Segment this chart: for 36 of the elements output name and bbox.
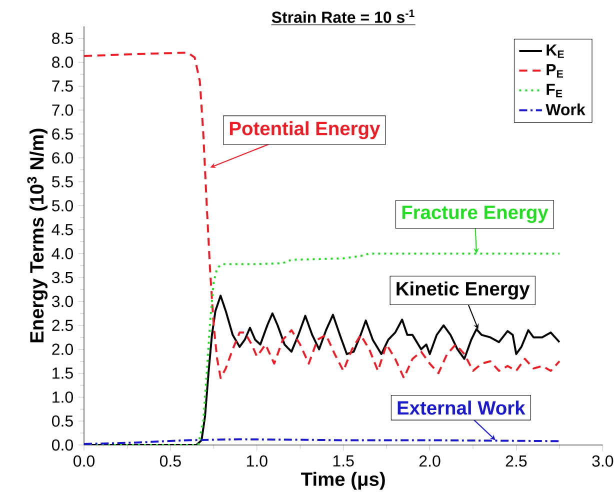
x-tick-label: 1.5 [333,455,354,467]
y-tick-label: 0.5 [52,415,73,427]
y-tick-label: 2.5 [52,320,73,332]
y-tick-label: 1.0 [52,391,73,403]
y-tick-label: 5.0 [52,200,73,212]
legend-label: F$_{E}$ [546,84,562,98]
y-tick-label: 3.0 [52,296,73,308]
x-tick-label: 2.0 [419,455,440,467]
x-tick-label: 1.0 [246,455,268,467]
legend-label: P$_{E}$ [546,64,564,78]
y-tick-label: 4.5 [52,224,73,236]
y-tick-label: 6.0 [52,152,73,164]
y-tick-label: 6.5 [52,128,73,140]
y-tick-label: 8.0 [52,56,73,68]
y-tick-label: 4.0 [52,248,73,260]
y-tick-label: 0.0 [52,439,73,451]
y-tick-label: 7.0 [52,104,73,116]
x-tick-label: 2.5 [506,455,527,467]
chart-title: Strain Rate = 10 s$^{-1}$ [272,10,414,23]
x-tick-label: 0.0 [74,455,95,467]
x-tick-label: 0.5 [160,455,181,467]
annotation: Potential Energy [230,121,380,140]
y-tick-label: 5.5 [52,176,73,188]
annotation: External Work [398,400,526,415]
y-tick-label: 1.5 [52,368,73,379]
y-tick-label: 3.5 [52,272,73,284]
legend-label: K$_{E}$ [546,44,564,58]
y-tick-label: 7.5 [52,80,73,92]
legend-label: Work [546,104,586,116]
y-tick-label: 8.5 [52,32,73,44]
annotation: Fracture Energy [402,206,548,224]
y-axis-title: Energy Terms (10$^{3}$ N/m) [27,128,48,342]
x-tick-label: 3.0 [592,455,614,467]
annotation: Kinetic Energy [396,281,530,300]
x-axis-title: Time (μs) [301,472,385,490]
y-tick-label: 2.0 [52,344,73,355]
